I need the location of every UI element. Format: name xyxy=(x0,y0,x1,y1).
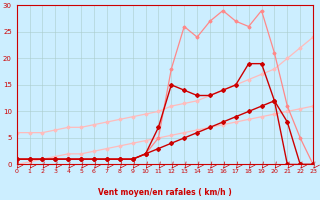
X-axis label: Vent moyen/en rafales ( km/h ): Vent moyen/en rafales ( km/h ) xyxy=(98,188,232,197)
